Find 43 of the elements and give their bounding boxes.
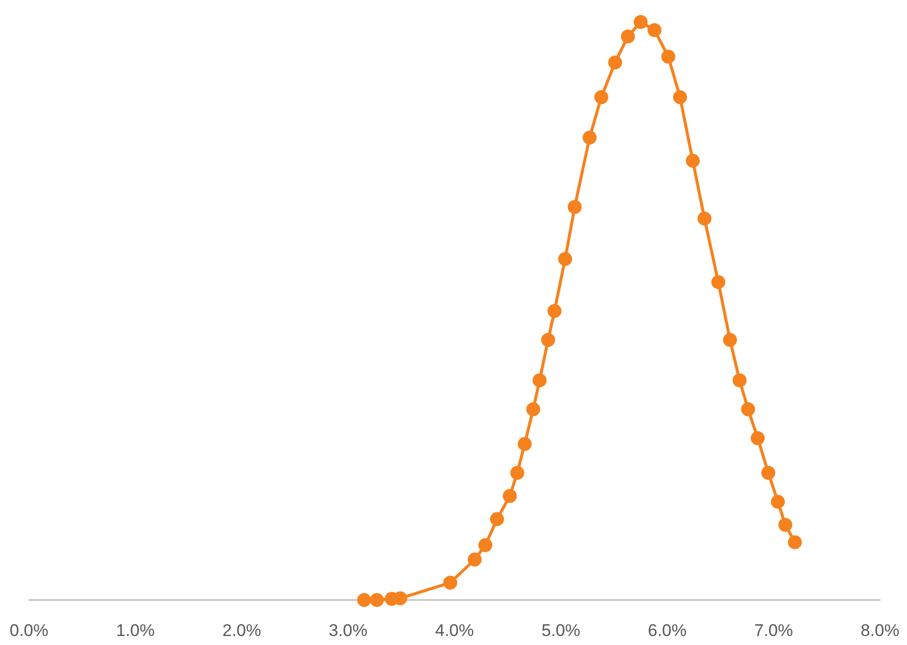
point (478, 538, 492, 552)
x-tick-label: 1.0% (116, 621, 155, 640)
x-tick-label: 4.0% (435, 621, 474, 640)
point (778, 518, 792, 532)
point (357, 593, 372, 607)
point (548, 304, 562, 318)
point (468, 552, 482, 567)
point (510, 466, 524, 480)
x-tick-label: 6.0% (648, 621, 687, 640)
point (711, 275, 726, 290)
point (518, 436, 532, 451)
point (788, 535, 802, 550)
point (634, 15, 648, 29)
point (502, 488, 517, 503)
point (770, 494, 785, 509)
point (608, 55, 622, 70)
point (761, 466, 776, 480)
point (532, 373, 547, 388)
point (558, 252, 572, 266)
x-tick-label: 5.0% (542, 621, 580, 640)
point (582, 130, 597, 145)
point (661, 50, 676, 64)
x-tick-label: 0.0% (10, 621, 48, 640)
point (620, 29, 635, 44)
x-tick-label: 2.0% (222, 621, 262, 640)
point (732, 373, 747, 388)
x-tick-label: 8.0% (860, 621, 900, 640)
point (490, 512, 504, 526)
point (526, 402, 540, 416)
point (541, 332, 556, 347)
point (697, 212, 712, 226)
point (370, 593, 384, 607)
point (648, 23, 662, 38)
point (568, 200, 582, 214)
point (673, 90, 688, 104)
point (443, 576, 458, 590)
point (594, 90, 608, 104)
x-tick-label: 7.0% (754, 621, 793, 640)
point (686, 154, 700, 168)
point (741, 402, 756, 416)
point (750, 431, 765, 446)
point (723, 332, 738, 347)
x-tick-label: 3.0% (328, 621, 368, 640)
